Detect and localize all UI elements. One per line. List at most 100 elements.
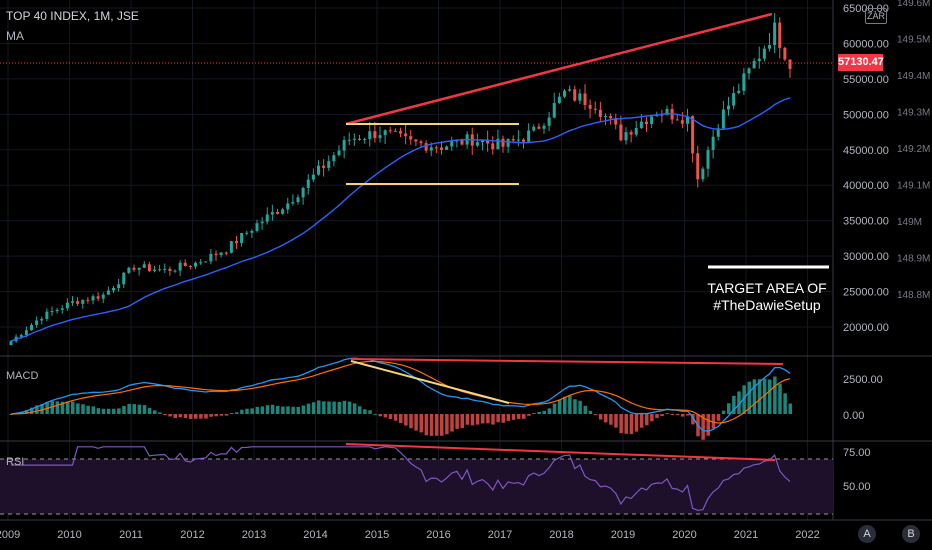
candle-body <box>650 116 654 124</box>
candle-body <box>368 131 372 140</box>
time-axis[interactable]: 2009 2010 2011 2012 2013 2014 2015 2016 2017 2018… <box>0 529 820 541</box>
macd-histogram <box>9 376 792 440</box>
candle-body <box>168 268 172 271</box>
candle-body <box>301 187 305 198</box>
candle-body <box>527 130 531 142</box>
macd-bar <box>306 403 311 414</box>
macd-bar <box>506 414 511 421</box>
candle-body <box>429 147 433 151</box>
macd-bar <box>629 414 634 435</box>
candle-body <box>716 128 720 137</box>
candle-body <box>440 147 443 150</box>
volume-tick-8: 148.8M <box>897 290 930 301</box>
candle-body <box>235 241 238 244</box>
macd-bar <box>383 414 388 418</box>
indicator-label-ma[interactable]: MA <box>6 29 24 43</box>
macd-bar <box>557 399 562 414</box>
macd-bar <box>788 403 792 414</box>
trendline-rsi[interactable] <box>345 443 776 461</box>
volume-tick-6: 149M <box>897 217 922 228</box>
price-axis[interactable]: 65000.0060000.0055000.0050000.0045000.00… <box>843 3 889 334</box>
macd-bar <box>71 401 75 414</box>
candle-body <box>481 140 484 143</box>
macd-bar <box>122 405 126 414</box>
time-tick-2015: 2015 <box>365 529 389 541</box>
macd-bar <box>660 414 664 416</box>
candle-body <box>711 136 715 151</box>
macd-bar <box>132 404 136 414</box>
macd-bar <box>429 414 434 436</box>
macd-bar <box>270 404 275 414</box>
candle-body <box>501 138 505 147</box>
time-tick-2012: 2012 <box>180 529 204 541</box>
b-button[interactable]: B <box>902 525 920 543</box>
macd-bar <box>639 414 644 428</box>
candle-body <box>45 311 49 319</box>
candle-body <box>639 121 643 128</box>
macd-bar <box>419 414 423 433</box>
candle-body <box>691 116 695 154</box>
macd-bar <box>624 414 628 434</box>
macd-bar <box>296 406 300 414</box>
macd-bar <box>106 408 111 414</box>
auto-scale-button[interactable]: A <box>858 525 876 543</box>
candle-body <box>583 93 587 106</box>
macd-bar <box>368 410 372 414</box>
macd-bar <box>655 414 659 419</box>
candle-body <box>727 105 730 110</box>
candle-body <box>122 272 126 285</box>
candle-body <box>496 138 500 150</box>
macd-bar <box>81 404 85 414</box>
volume-axis[interactable]: 149.6M 149.5M 149.4M 149.3M 149.2M 149.1M 149M… <box>897 0 930 301</box>
candle-body <box>696 153 700 180</box>
target-annotation[interactable]: TARGET AREA OF #TheDawieSetup <box>706 280 828 314</box>
candle-body <box>773 22 777 46</box>
symbol-title[interactable]: TOP 40 INDEX, 1M, JSE <box>6 9 139 23</box>
macd-bar <box>747 381 751 414</box>
macd-bar <box>158 412 162 414</box>
macd-bar <box>732 395 736 414</box>
trendline-macd[interactable] <box>350 358 784 365</box>
macd-bar <box>547 408 552 414</box>
candle-body <box>86 299 90 301</box>
candle-body <box>404 133 408 137</box>
trendline-price[interactable] <box>345 12 773 126</box>
candle-body <box>142 264 146 268</box>
macd-label[interactable]: MACD <box>6 370 39 382</box>
time-tick-2017: 2017 <box>488 529 512 541</box>
macd-bar <box>50 401 54 414</box>
macd-bar <box>65 401 70 414</box>
candle-body <box>270 212 274 215</box>
macd-bar <box>481 414 485 424</box>
macd-bar <box>691 414 695 425</box>
candle-body <box>178 262 182 271</box>
candle-body <box>71 301 74 303</box>
macd-bar <box>199 414 203 419</box>
candle-body <box>424 143 428 151</box>
macd-bar <box>532 412 536 414</box>
candle-body <box>245 232 249 234</box>
candles <box>9 12 792 346</box>
time-tick-2022: 2022 <box>795 529 819 541</box>
candle-body <box>240 233 244 244</box>
rsi-label[interactable]: RSI <box>6 456 25 468</box>
macd-bar <box>619 414 623 434</box>
candle-body <box>291 202 295 204</box>
candle-body <box>30 324 33 331</box>
candle-body <box>352 138 356 140</box>
candle-body <box>486 140 490 144</box>
candle-body <box>614 118 618 125</box>
trendline-macd-down[interactable] <box>350 360 510 404</box>
macd-bar <box>91 406 95 414</box>
candle-body <box>609 115 613 119</box>
macd-bar <box>168 414 172 417</box>
candle-body <box>532 126 536 131</box>
macd-bar <box>229 412 234 414</box>
candle-body <box>347 139 351 141</box>
candle-body <box>445 146 449 150</box>
candle-body <box>224 252 228 254</box>
macd-bar <box>650 414 654 422</box>
macd-signal-line <box>10 360 791 424</box>
candle-body <box>199 262 203 264</box>
